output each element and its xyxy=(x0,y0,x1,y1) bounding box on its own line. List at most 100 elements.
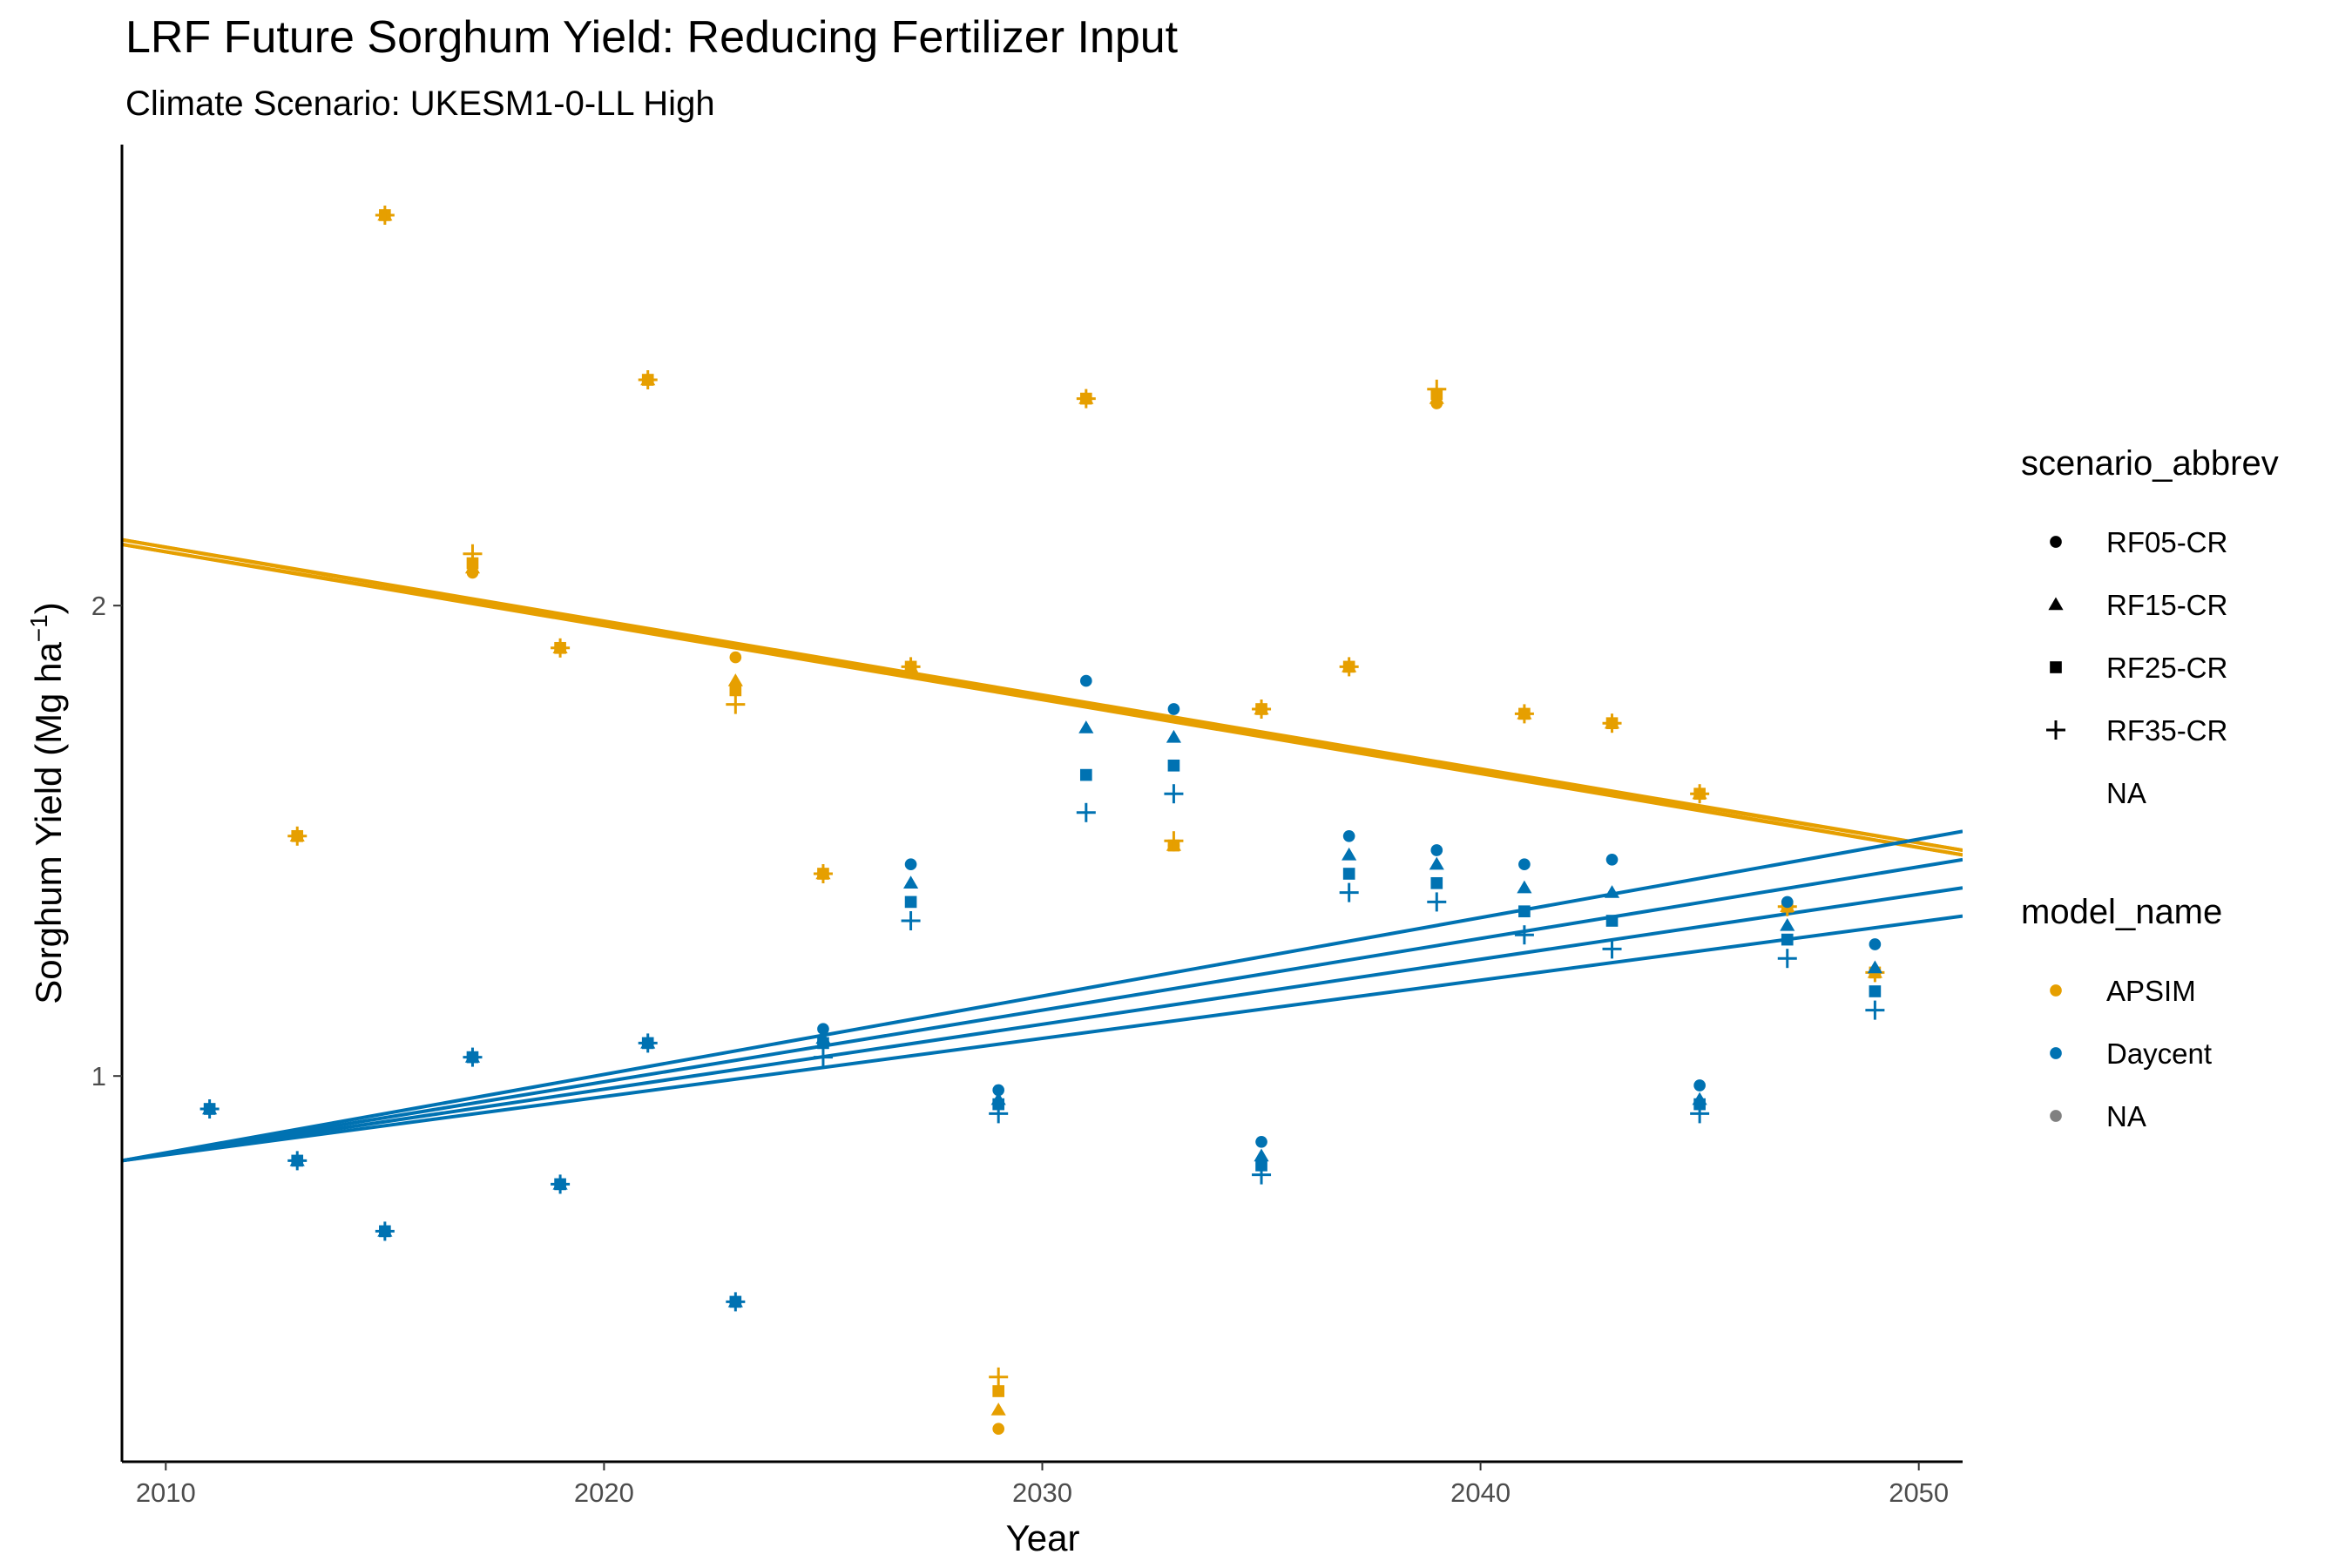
data-point-daycent-rf35-cr-2043 xyxy=(1602,939,1622,959)
x-axis-title: Year xyxy=(1006,1517,1080,1558)
legend-item-label: NA xyxy=(2106,1100,2146,1132)
data-point-apsim-rf35-cr-2029 xyxy=(989,1367,1009,1387)
data-point-daycent-rf25-cr-2041 xyxy=(1518,905,1531,918)
trend-line-daycent-rf15-cr xyxy=(122,857,1963,1163)
data-point-daycent-rf15-cr-2047 xyxy=(1780,917,1795,931)
legend-title: scenario_abbrev xyxy=(2021,444,2279,483)
legend-item-label: Daycent xyxy=(2106,1037,2212,1070)
data-point-daycent-rf05-cr-2035 xyxy=(1255,1135,1267,1148)
data-point-daycent-rf35-cr-2035 xyxy=(1252,1165,1272,1185)
legend-item-label: RF05-CR xyxy=(2106,526,2227,558)
data-point-apsim-rf35-cr-2039 xyxy=(1427,379,1447,399)
legend-item-label: RF35-CR xyxy=(2106,714,2227,747)
data-point-daycent-rf25-cr-2049 xyxy=(1869,985,1882,997)
data-point-daycent-rf35-cr-2017 xyxy=(463,1047,483,1067)
data-point-daycent-rf35-cr-2045 xyxy=(1690,1104,1710,1124)
data-point-daycent-rf35-cr-2041 xyxy=(1514,925,1534,945)
y-axis-title-main: Sorghum Yield (Mg ha xyxy=(28,642,69,1004)
y-axis-ticks: 12 xyxy=(91,591,122,1092)
data-point-daycent-rf35-cr-2049 xyxy=(1865,1000,1885,1020)
y-axis-title-superscript: −1 xyxy=(25,614,52,642)
x-tick-label: 2020 xyxy=(574,1477,634,1508)
x-tick-label: 2040 xyxy=(1450,1477,1511,1508)
data-point-daycent-rf25-cr-2047 xyxy=(1781,933,1794,946)
trend-line-daycent-rf05-cr xyxy=(122,829,1963,1163)
data-point-apsim-rf35-cr-2019 xyxy=(551,638,571,658)
y-tick-label: 1 xyxy=(91,1061,106,1092)
data-point-daycent-rf15-cr-2031 xyxy=(1078,720,1094,733)
data-point-apsim-rf35-cr-2041 xyxy=(1514,704,1534,724)
x-tick-label: 2030 xyxy=(1012,1477,1072,1508)
data-point-daycent-rf05-cr-2037 xyxy=(1342,829,1355,842)
data-point-apsim-rf35-cr-2027 xyxy=(901,657,921,677)
legend-model-name: model_name APSIM Daycent NA xyxy=(2021,893,2222,1132)
data-point-daycent-rf05-cr-2041 xyxy=(1518,858,1531,871)
data-point-apsim-rf15-cr-2029 xyxy=(990,1402,1006,1416)
data-point-daycent-rf15-cr-2039 xyxy=(1429,856,1444,870)
data-point-daycent-rf05-cr-2027 xyxy=(904,858,917,871)
data-point-daycent-rf15-cr-2035 xyxy=(1254,1148,1269,1162)
trend-line-daycent-rf35-cr xyxy=(122,914,1963,1163)
data-point-daycent-rf25-cr-2037 xyxy=(1342,868,1355,880)
data-point-daycent-rf25-cr-2043 xyxy=(1605,915,1619,927)
legend-item-label: APSIM xyxy=(2106,975,2196,1007)
legend-item-label: NA xyxy=(2106,777,2146,809)
data-point-daycent-rf35-cr-2029 xyxy=(989,1104,1009,1124)
x-axis-ticks: 2010 2020 2030 2040 2050 xyxy=(136,1462,1949,1508)
data-point-apsim-rf35-cr-2045 xyxy=(1690,784,1710,804)
data-point-daycent-rf35-cr-2037 xyxy=(1339,882,1359,902)
data-point-apsim-rf35-cr-2043 xyxy=(1602,713,1622,733)
data-point-daycent-rf15-cr-2043 xyxy=(1604,885,1620,898)
data-point-apsim-rf35-cr-2015 xyxy=(375,206,395,225)
data-point-daycent-rf35-cr-2011 xyxy=(199,1099,220,1119)
data-point-daycent-rf05-cr-2031 xyxy=(1079,674,1092,687)
data-point-daycent-rf05-cr-2039 xyxy=(1430,844,1443,856)
data-point-daycent-rf25-cr-2025 xyxy=(817,1037,829,1050)
data-point-apsim-rf35-cr-2033 xyxy=(1164,831,1184,851)
data-point-daycent-rf05-cr-2033 xyxy=(1167,703,1180,715)
legend-key-circle xyxy=(2050,536,2062,548)
chart-subtitle: Climate Scenario: UKESM1-0-LL High xyxy=(125,84,715,123)
trend-line-daycent-rf25-cr xyxy=(122,886,1963,1163)
legend-key-color xyxy=(2050,1110,2062,1122)
legend-title: model_name xyxy=(2021,893,2222,931)
legend-key-color xyxy=(2050,1047,2062,1059)
y-axis-title-suffix: ) xyxy=(28,602,69,614)
data-point-apsim-rf35-cr-2025 xyxy=(813,864,833,883)
data-point-apsim-rf35-cr-2035 xyxy=(1252,700,1272,719)
data-point-daycent-rf25-cr-2039 xyxy=(1430,876,1443,889)
data-point-daycent-rf35-cr-2021 xyxy=(638,1033,658,1053)
data-point-daycent-rf35-cr-2031 xyxy=(1076,802,1096,822)
plot-area xyxy=(122,206,1963,1436)
data-point-apsim-rf25-cr-2029 xyxy=(992,1385,1005,1397)
data-point-daycent-rf35-cr-2023 xyxy=(726,1292,746,1312)
legend-item-label: RF15-CR xyxy=(2106,589,2227,621)
data-point-daycent-rf25-cr-2027 xyxy=(904,896,917,909)
x-tick-label: 2010 xyxy=(136,1477,196,1508)
data-point-daycent-rf05-cr-2029 xyxy=(992,1084,1005,1097)
data-point-daycent-rf35-cr-2039 xyxy=(1427,892,1447,912)
data-point-daycent-rf15-cr-2033 xyxy=(1166,729,1182,743)
data-point-apsim-rf35-cr-2037 xyxy=(1339,657,1359,677)
data-point-daycent-rf05-cr-2043 xyxy=(1605,853,1619,866)
data-point-apsim-rf25-cr-2023 xyxy=(729,684,742,697)
data-point-apsim-rf05-cr-2029 xyxy=(992,1423,1005,1436)
data-point-daycent-rf35-cr-2033 xyxy=(1164,784,1184,804)
chart-title: LRF Future Sorghum Yield: Reducing Ferti… xyxy=(125,12,1179,63)
x-tick-label: 2050 xyxy=(1889,1477,1949,1508)
data-point-apsim-rf15-cr-2023 xyxy=(727,673,743,686)
legend-key-square xyxy=(2050,661,2062,673)
legend-key-plus xyxy=(2046,720,2065,740)
legend: scenario_abbrev RF05-CR RF15-CR RF25-CR RF35… xyxy=(2021,444,2279,1132)
data-point-daycent-rf35-cr-2025 xyxy=(813,1047,833,1067)
data-point-daycent-rf35-cr-2047 xyxy=(1777,949,1797,969)
data-point-daycent-rf15-cr-2041 xyxy=(1517,880,1532,894)
data-point-daycent-rf35-cr-2019 xyxy=(551,1174,571,1194)
data-point-daycent-rf35-cr-2013 xyxy=(287,1151,308,1171)
data-point-daycent-rf05-cr-2025 xyxy=(817,1023,829,1036)
y-axis-title: Sorghum Yield (Mg ha−1) xyxy=(25,602,69,1004)
data-point-apsim-rf35-cr-2021 xyxy=(638,370,658,389)
data-point-apsim-rf35-cr-2017 xyxy=(463,544,483,564)
data-point-apsim-rf35-cr-2023 xyxy=(726,694,746,714)
